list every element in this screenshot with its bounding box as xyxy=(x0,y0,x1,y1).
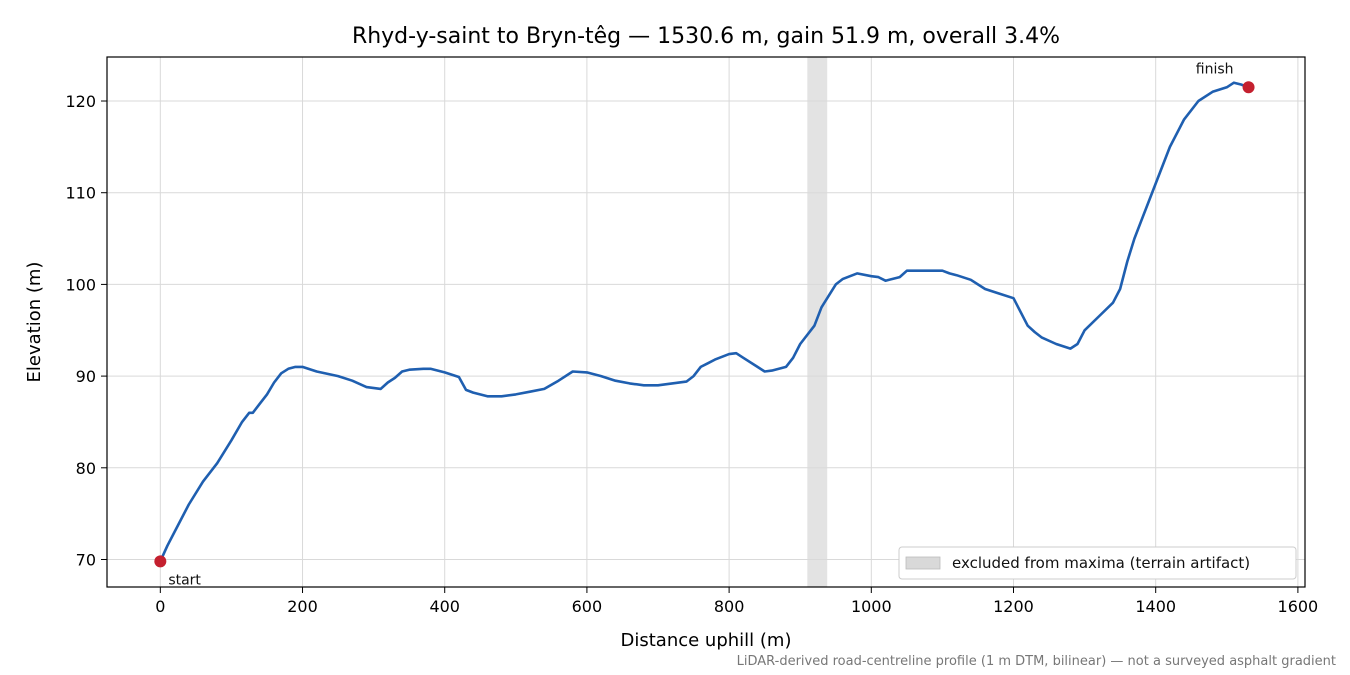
x-tick-label: 1400 xyxy=(1135,597,1176,616)
x-tick-label: 400 xyxy=(429,597,460,616)
legend-box xyxy=(898,546,1297,580)
y-tick-label: 100 xyxy=(65,275,96,294)
legend-label: excluded from maxima (terrain artifact) xyxy=(952,554,1250,572)
footnote: LiDAR-derived road-centreline profile (1… xyxy=(737,654,1336,669)
y-axis-label: Elevation (m) xyxy=(24,262,45,383)
y-tick-label: 120 xyxy=(65,92,96,111)
y-tick-label: 90 xyxy=(76,367,96,386)
x-tick-label: 1600 xyxy=(1278,597,1319,616)
legend: excluded from maxima (terrain artifact) xyxy=(898,546,1297,580)
plot-frame xyxy=(106,56,1306,588)
y-tick-label: 110 xyxy=(65,184,96,203)
x-tick-label: 1000 xyxy=(851,597,892,616)
finish-marker xyxy=(1242,81,1255,94)
x-tick-label: 200 xyxy=(287,597,318,616)
x-tick-label: 0 xyxy=(155,597,165,616)
y-tick-label: 70 xyxy=(76,550,96,569)
elevation-profile-line xyxy=(159,81,1250,563)
grid xyxy=(107,57,1305,587)
start-label: start xyxy=(168,572,201,588)
axis-ticks: 0 200 400 600 800 1000 1200 1400 1600 70 80 90 100 11… xyxy=(65,92,1318,616)
x-tick-label: 600 xyxy=(572,597,603,616)
x-axis-label: Distance uphill (m) xyxy=(621,630,792,651)
excluded-band xyxy=(807,57,828,587)
finish-label: finish xyxy=(1196,61,1234,77)
y-tick-label: 80 xyxy=(76,459,96,478)
start-marker xyxy=(154,555,167,568)
x-tick-label: 800 xyxy=(714,597,745,616)
legend-swatch xyxy=(905,556,941,570)
chart-title: Rhyd-y-saint to Bryn-têg — 1530.6 m, gai… xyxy=(352,24,1060,49)
x-tick-label: 1200 xyxy=(993,597,1034,616)
